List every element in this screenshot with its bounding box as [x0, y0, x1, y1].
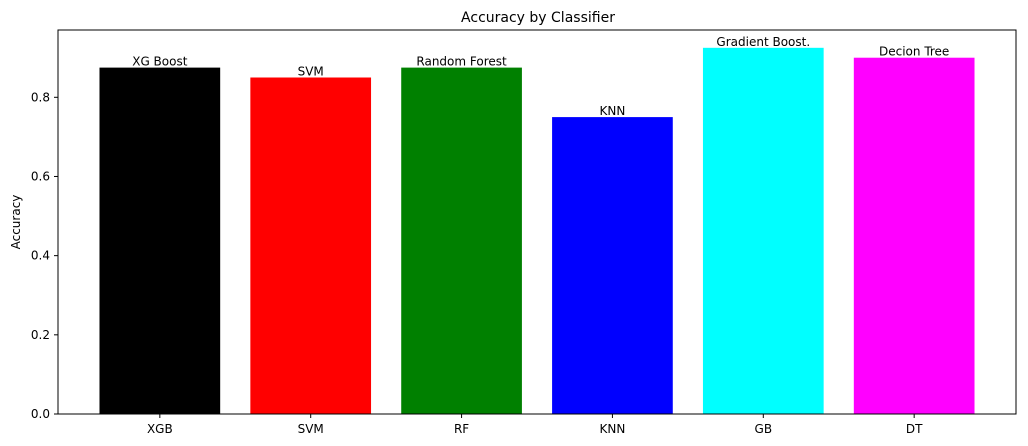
bar-label-knn: KNN: [600, 104, 626, 118]
bar-label-rf: Random Forest: [416, 55, 507, 69]
x-tick-label: GB: [755, 422, 773, 436]
bar-rf: [401, 67, 522, 414]
x-tick-label: XGB: [147, 422, 173, 436]
bar-label-xgb: XG Boost: [132, 55, 188, 69]
bar-labels-layer: XG Boost SVM Random Forest KNN Gradient Boos…: [132, 35, 949, 118]
x-tick-label: SVM: [298, 422, 324, 436]
bars-layer: [99, 47, 975, 415]
bar-label-gb: Gradient Boost.: [716, 35, 810, 49]
bar-gb: [702, 47, 824, 415]
plot-frame: [57, 29, 1017, 415]
chart-title: Accuracy by Classifier: [461, 10, 615, 26]
x-tick-label: DT: [906, 422, 923, 436]
x-axis-ticks: XGB SVM RF KNN GB DT: [147, 414, 923, 436]
bar-knn: [552, 117, 673, 415]
y-axis-ticks: 0.0 0.2 0.4 0.6 0.8: [31, 90, 58, 421]
y-tick-label: 0.0: [31, 407, 50, 421]
y-tick-label: 0.6: [31, 169, 50, 183]
y-axis-label: Accuracy: [9, 195, 23, 250]
y-tick-label: 0.2: [31, 328, 50, 342]
y-tick-label: 0.8: [31, 90, 50, 104]
bar-label-dt: Decion Tree: [879, 45, 949, 59]
y-tick-label: 0.4: [31, 249, 50, 263]
x-tick-label: KNN: [600, 422, 626, 436]
bar-xgb: [99, 67, 221, 414]
bar-svm: [250, 77, 372, 414]
bar-dt: [853, 57, 975, 415]
x-tick-label: RF: [454, 422, 469, 436]
bar-label-svm: SVM: [298, 65, 324, 79]
